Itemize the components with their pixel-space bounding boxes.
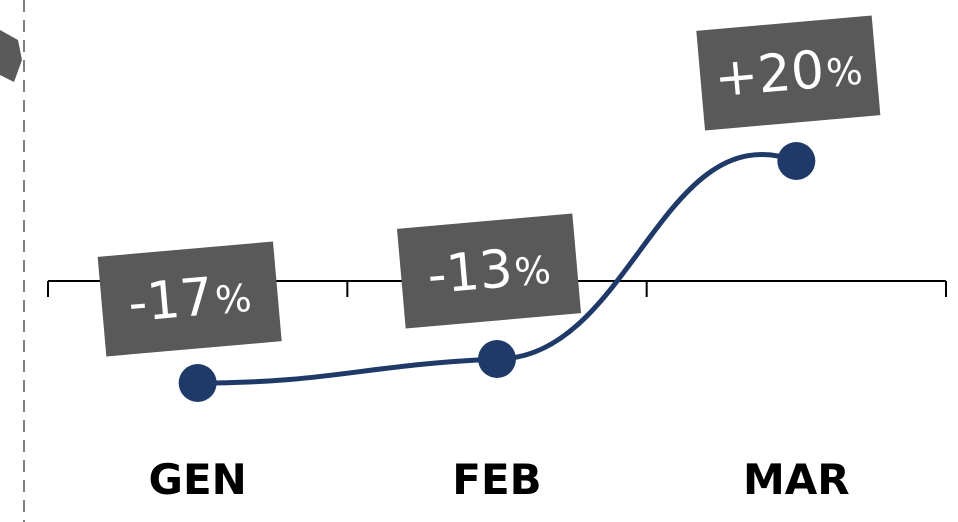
data-label-unit: % — [213, 276, 253, 323]
data-label-text: +20% — [712, 37, 865, 110]
data-point-gen — [178, 364, 217, 402]
data-label-number: -13 — [425, 239, 515, 306]
data-point-feb — [478, 340, 516, 378]
data-label-feb: -13% — [396, 213, 582, 329]
data-label-number: +20 — [712, 40, 827, 109]
data-points — [178, 142, 816, 402]
series-line — [195, 151, 799, 386]
data-label-box — [696, 15, 881, 131]
category-labels: GEN FEB MAR — [149, 455, 850, 504]
data-label-unit: % — [513, 248, 553, 295]
data-label-text: -13% — [425, 236, 553, 306]
data-labels: -17% -13%+20% — [97, 15, 881, 357]
data-label-box — [396, 213, 582, 329]
category-label-gen: GEN — [149, 455, 247, 504]
category-label-mar: MAR — [743, 455, 850, 504]
data-label-gen: -17% — [97, 241, 282, 357]
data-label-box — [97, 241, 282, 357]
cropped-shape-icon — [0, 30, 22, 82]
data-point-mar — [777, 142, 816, 180]
data-label-unit: % — [824, 49, 864, 96]
data-label-text: -17% — [126, 264, 254, 334]
series-line-layer — [195, 151, 799, 386]
data-label-number: -17 — [126, 267, 216, 334]
data-label-mar: +20% — [696, 15, 881, 131]
category-label-feb: FEB — [452, 455, 541, 504]
